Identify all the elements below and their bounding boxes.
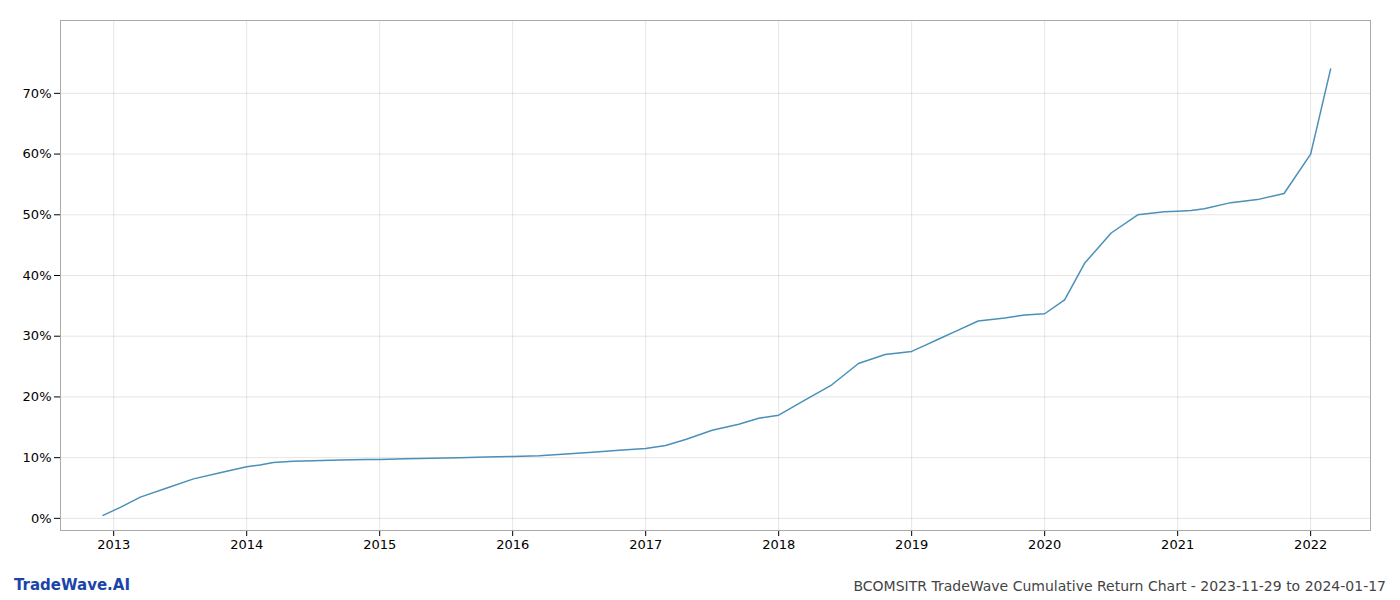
svg-text:2016: 2016	[496, 537, 529, 552]
svg-text:2020: 2020	[1028, 537, 1061, 552]
svg-text:60%: 60%	[23, 146, 52, 161]
svg-text:2014: 2014	[230, 537, 263, 552]
svg-text:2013: 2013	[97, 537, 130, 552]
svg-text:20%: 20%	[23, 389, 52, 404]
svg-text:2017: 2017	[629, 537, 662, 552]
html-text:TradeWave.AI: TradeWave.AI	[14, 576, 130, 594]
svg-text:2019: 2019	[895, 537, 928, 552]
svg-text:50%: 50%	[23, 207, 52, 222]
svg-text:2015: 2015	[363, 537, 396, 552]
svg-text:30%: 30%	[23, 328, 52, 343]
svg-text:40%: 40%	[23, 268, 52, 283]
svg-text:10%: 10%	[23, 450, 52, 465]
html-text:BCOMSITR TradeWave Cumulative: BCOMSITR TradeWave Cumulative Return Cha…	[853, 578, 1386, 594]
svg-text:70%: 70%	[23, 86, 52, 101]
svg-text:2018: 2018	[762, 537, 795, 552]
svg-text:2021: 2021	[1161, 537, 1194, 552]
svg-text:2022: 2022	[1294, 537, 1327, 552]
svg-text:0%: 0%	[31, 511, 52, 526]
